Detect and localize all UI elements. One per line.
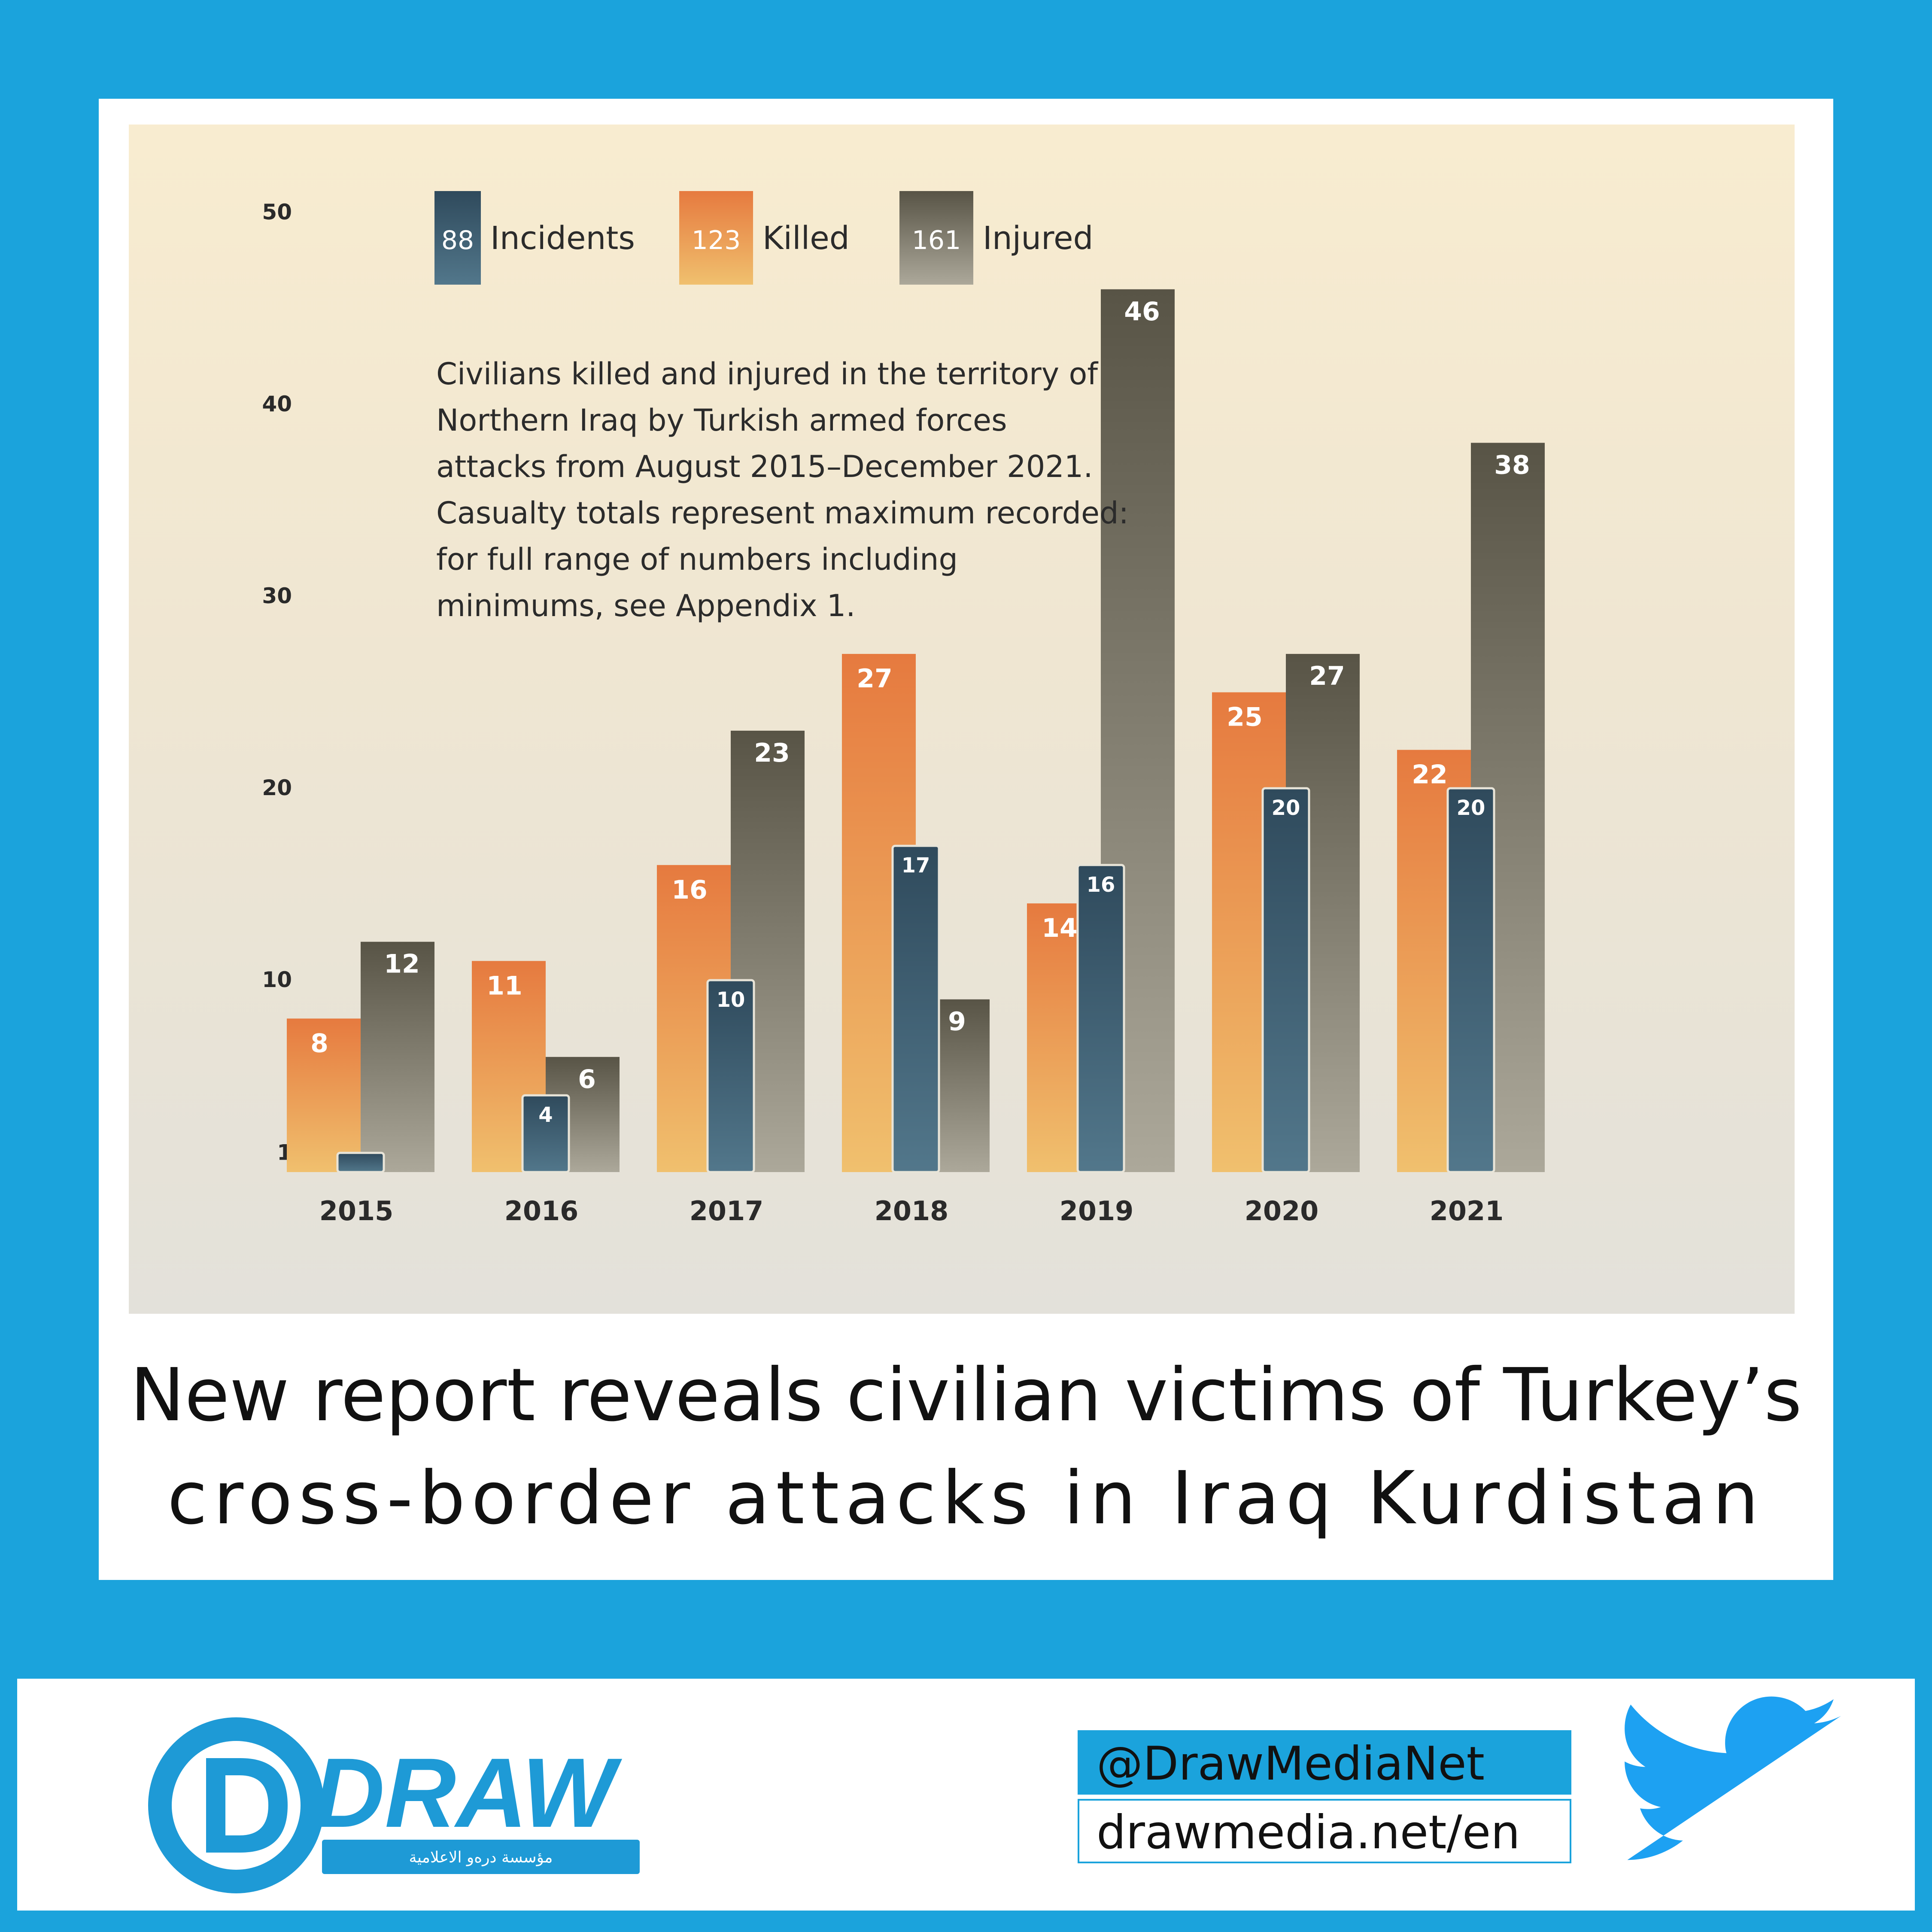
bar-incidents [1076, 864, 1125, 1173]
bar-injured [361, 942, 434, 1172]
bar-incidents [1446, 787, 1495, 1173]
legend-total-incidents: 88 [441, 225, 474, 255]
headline-line-1: New report reveals civilian victims of T… [130, 1353, 1802, 1438]
x-tick-label: 2015 [319, 1195, 394, 1227]
bar-incidents [891, 844, 940, 1173]
data-label-injured: 23 [754, 738, 790, 768]
annotation-line: minimums, see Appendix 1. [436, 588, 856, 623]
legend-label-incidents: Incidents [490, 220, 635, 257]
data-label-incidents: 17 [902, 854, 930, 878]
headline-line-2: cross-border attacks in Iraq Kurdistan [167, 1456, 1765, 1541]
y-tick-label: 30 [262, 583, 292, 608]
data-label-killed: 11 [486, 971, 522, 1001]
y-tick-label: 20 [262, 775, 292, 800]
chart-panel: 1 10 20 30 40 50 8 12 11 6 4 16 23 10 27 9 17 14 46 16 25 27… [129, 125, 1795, 1314]
bar-incidents [521, 1094, 570, 1173]
data-label-injured: 46 [1124, 297, 1160, 327]
data-label-incidents: 16 [1087, 873, 1115, 897]
legend-swatch-incidents [434, 191, 481, 285]
x-tick-label: 2020 [1245, 1195, 1319, 1227]
logo-arabic-text: مؤسسة دره‌و الاعلامية [409, 1849, 553, 1866]
legend-total-injured: 161 [912, 225, 961, 255]
legend-total-killed: 123 [692, 225, 741, 255]
bar-incidents [1261, 787, 1310, 1173]
bar-incidents [706, 979, 755, 1173]
twitter-handle[interactable]: @DrawMediaNet [1078, 1730, 1571, 1795]
legend-label-killed: Killed [762, 220, 850, 257]
data-label-injured: 6 [578, 1064, 596, 1094]
data-label-incidents: 20 [1457, 796, 1485, 820]
data-label-killed: 22 [1412, 760, 1448, 790]
x-tick-label: 2021 [1430, 1195, 1504, 1227]
legend-swatch-injured [899, 191, 973, 285]
annotation-line: Civilians killed and injured in the terr… [436, 356, 1098, 392]
headline: New report reveals civilian victims of T… [99, 1344, 1833, 1550]
y-tick-label: 50 [262, 200, 292, 225]
x-tick-label: 2017 [690, 1195, 764, 1227]
x-tick-label: 2019 [1060, 1195, 1134, 1227]
data-label-injured: 27 [1309, 661, 1345, 691]
annotation-line: attacks from August 2015–December 2021. [436, 449, 1093, 484]
legend-swatch-killed [679, 191, 753, 285]
data-label-killed: 8 [310, 1028, 328, 1058]
data-label-killed: 14 [1042, 913, 1078, 943]
twitter-bird-icon[interactable] [1584, 1687, 1850, 1893]
x-tick-label: 2018 [875, 1195, 949, 1227]
data-label-incidents: 20 [1272, 796, 1300, 820]
annotation-line: for full range of numbers including [436, 542, 958, 577]
x-tick-label: 2016 [504, 1195, 579, 1227]
data-label-injured: 9 [948, 1007, 966, 1037]
bar-killed [287, 1018, 361, 1172]
legend-label-injured: Injured [983, 220, 1093, 257]
draw-logo[interactable]: DRAW مؤسسة دره‌و الاعلامية [142, 1711, 657, 1900]
data-label-killed: 16 [671, 875, 708, 905]
data-label-incidents: 4 [538, 1103, 553, 1127]
y-tick-label: 40 [262, 392, 292, 416]
data-label-killed: 25 [1227, 702, 1263, 732]
data-label-injured: 38 [1494, 450, 1530, 480]
bar-incidents [336, 1151, 385, 1173]
data-label-incidents: 10 [717, 988, 745, 1012]
website-link[interactable]: drawmedia.net/en [1078, 1799, 1571, 1863]
footer-band: DRAW مؤسسة دره‌و الاعلامية @DrawMediaNet… [17, 1679, 1915, 1911]
logo-word: DRAW [313, 1738, 623, 1848]
data-label-killed: 27 [857, 664, 893, 694]
chart-card: 1 10 20 30 40 50 8 12 11 6 4 16 23 10 27 9 17 14 46 16 25 27… [99, 99, 1833, 1580]
social-links: @DrawMediaNet drawmedia.net/en [1078, 1730, 1580, 1868]
y-tick-label: 10 [262, 967, 292, 992]
annotation-line: Northern Iraq by Turkish armed forces [436, 403, 1007, 438]
annotation-line: Casualty totals represent maximum record… [436, 495, 1129, 531]
data-label-injured: 12 [384, 949, 420, 979]
